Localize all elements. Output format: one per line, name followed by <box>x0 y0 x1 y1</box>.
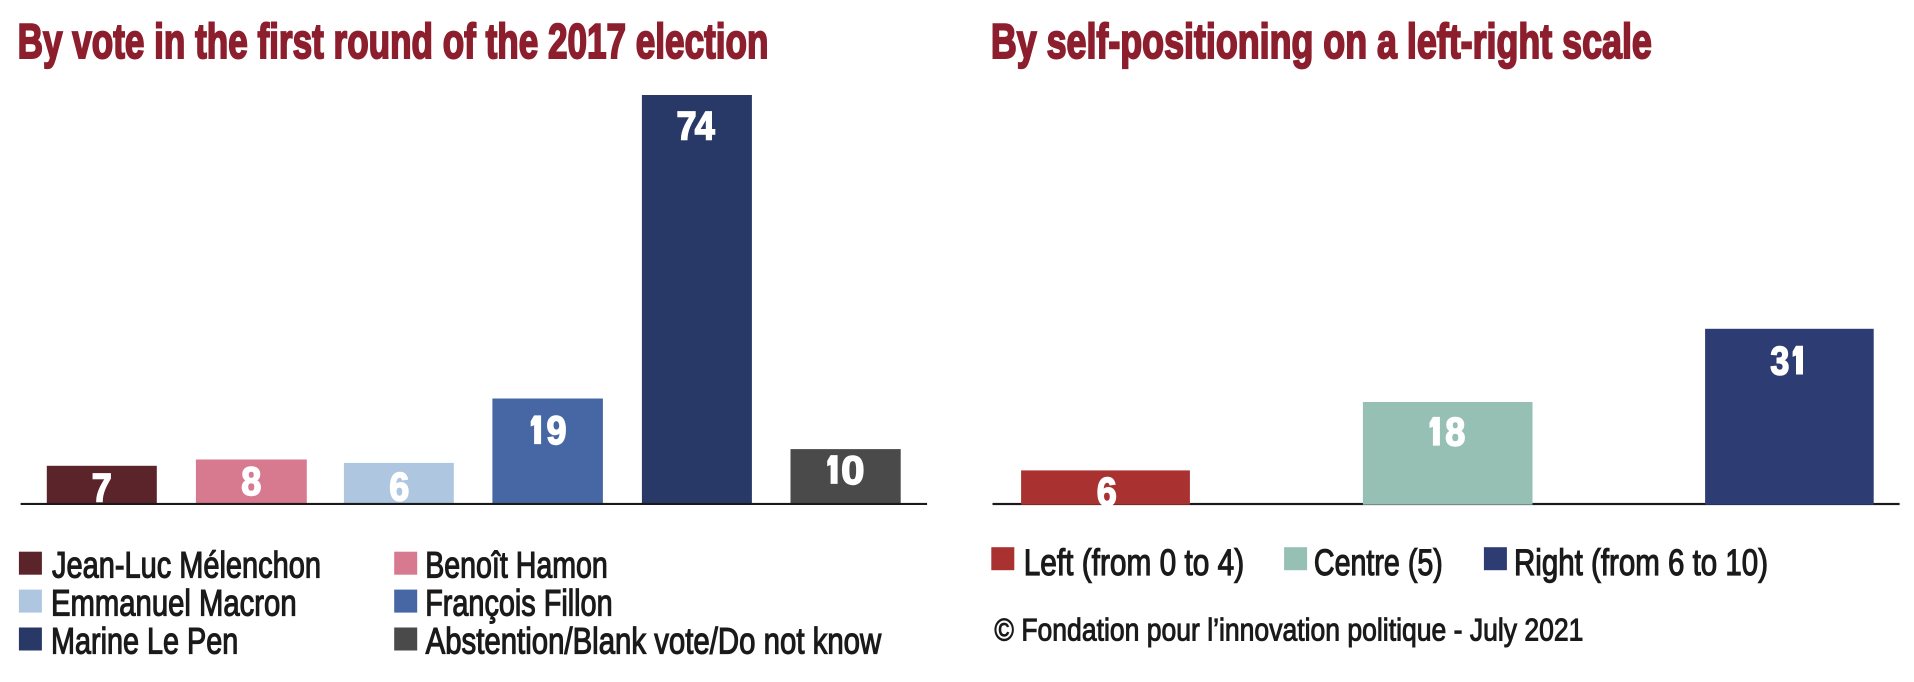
svg-text:Abstention/Blank vote/Do not k: Abstention/Blank vote/Do not know <box>426 620 882 661</box>
svg-text:8: 8 <box>241 460 261 504</box>
svg-text:Right (from 6 to 10): Right (from 6 to 10) <box>1514 542 1768 583</box>
svg-text:© Fondation pour l’innovation: © Fondation pour l’innovation politique … <box>994 612 1583 648</box>
svg-text:Emmanuel Macron: Emmanuel Macron <box>51 583 297 624</box>
svg-text:François Fillon: François Fillon <box>425 583 612 624</box>
svg-text:Centre (5): Centre (5) <box>1314 542 1443 583</box>
svg-text:Jean-Luc Mélenchon: Jean-Luc Mélenchon <box>52 545 321 586</box>
svg-text:7: 7 <box>92 467 112 511</box>
svg-text:Left (from 0 to 4): Left (from 0 to 4) <box>1024 542 1244 583</box>
svg-text:3: 3 <box>1770 339 1789 383</box>
svg-text:Benoît Hamon: Benoît Hamon <box>425 545 608 586</box>
svg-text:9: 9 <box>547 409 567 453</box>
svg-text:6: 6 <box>1097 470 1117 514</box>
svg-text:By self-positioning on a left-: By self-positioning on a left-right scal… <box>991 15 1652 69</box>
svg-text:74: 74 <box>677 104 716 148</box>
svg-text:By vote in the first round of: By vote in the first round of the 2017 e… <box>18 15 769 69</box>
svg-text:0: 0 <box>841 449 864 493</box>
svg-text:Marine Le Pen: Marine Le Pen <box>51 620 238 661</box>
svg-text:8: 8 <box>1445 411 1465 455</box>
svg-text:6: 6 <box>389 466 409 510</box>
